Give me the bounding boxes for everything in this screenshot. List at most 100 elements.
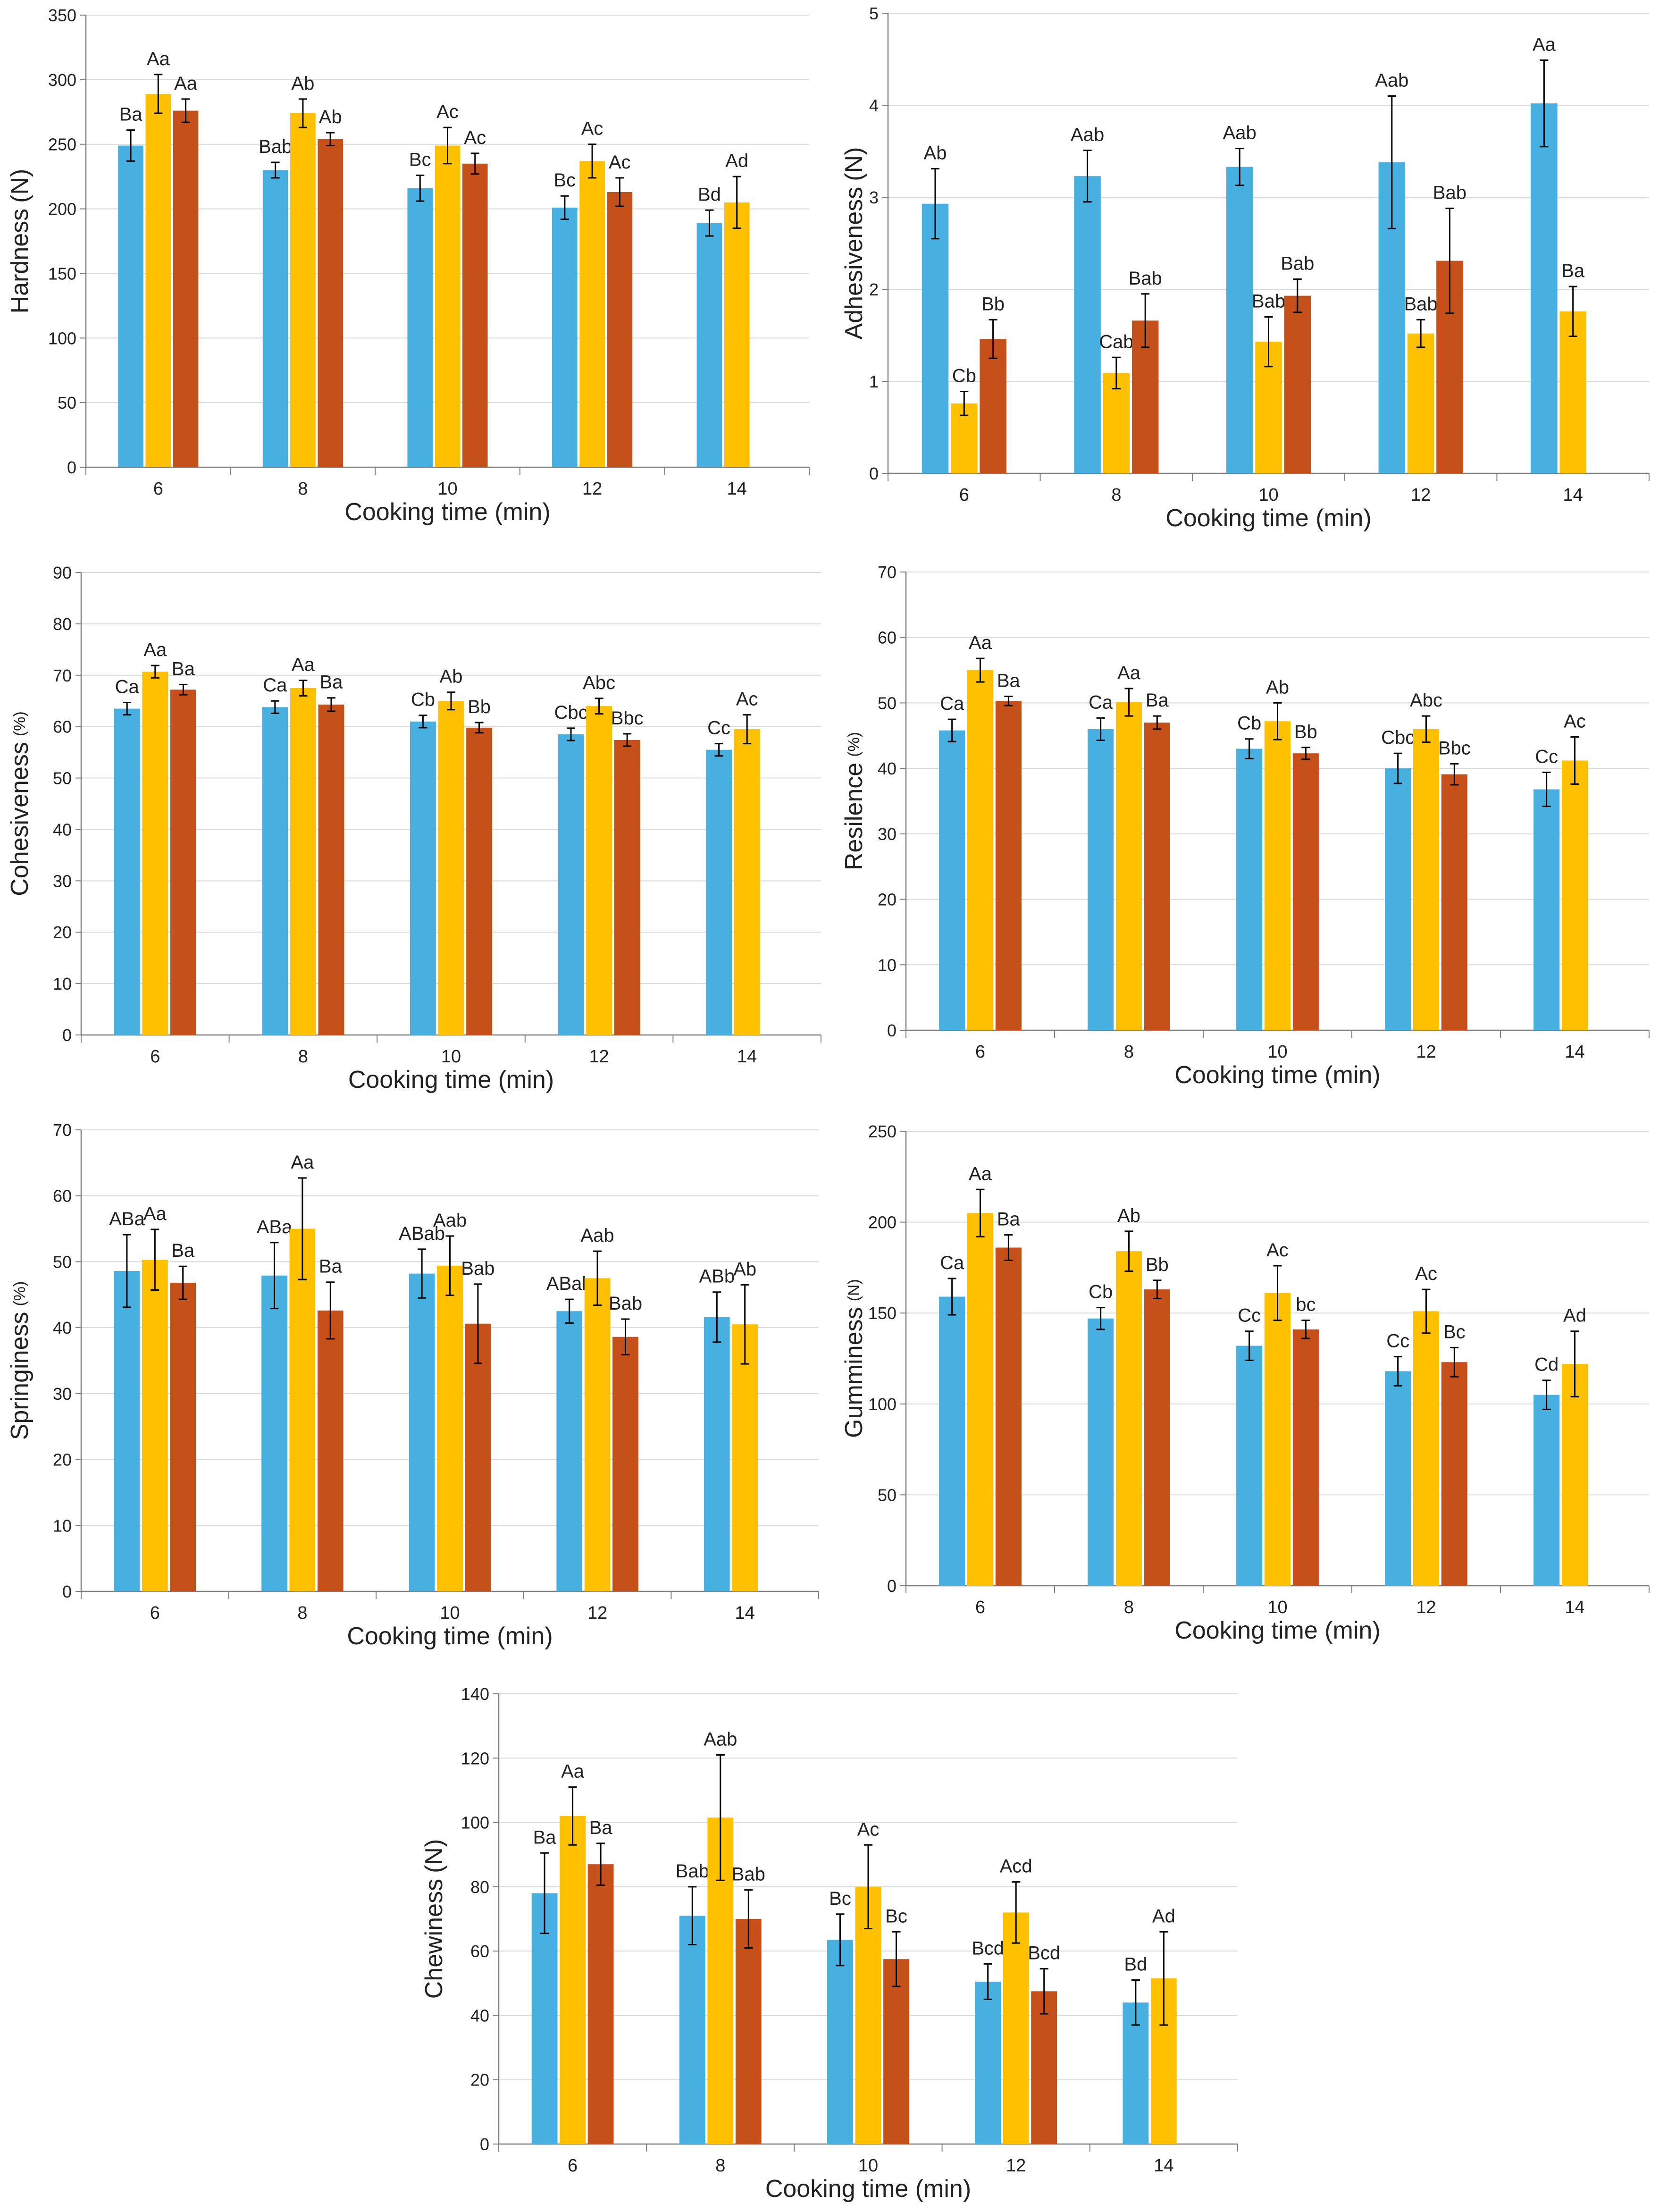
bar-series1: [1123, 2002, 1149, 2144]
significance-label: Ad: [1152, 1906, 1175, 1926]
bar-series1: [262, 707, 288, 1035]
significance-label: Aab: [704, 1729, 737, 1749]
y-tick-label: 80: [53, 614, 72, 634]
bar-series2: [1115, 702, 1142, 1030]
significance-label: Ab: [924, 143, 947, 164]
bar-series1: [118, 145, 143, 467]
y-tick-label: 4: [869, 96, 879, 115]
significance-label: Ac: [436, 101, 459, 122]
significance-label: Bc: [554, 170, 576, 191]
bar-series1: [696, 223, 722, 467]
y-tick-label: 250: [868, 1122, 897, 1141]
significance-label: Cd: [1534, 1354, 1558, 1375]
significance-label: Bc: [1443, 1321, 1466, 1342]
significance-label: Cc: [1238, 1305, 1261, 1326]
x-tick-label: 14: [1563, 485, 1583, 505]
y-tick-label: 40: [470, 2006, 489, 2025]
y-tick-label: 20: [470, 2070, 489, 2090]
significance-label: Bb: [1146, 1254, 1169, 1275]
bar-series2: [1561, 760, 1588, 1030]
x-tick-label: 10: [440, 1603, 460, 1623]
y-axis-label-unit: (N): [840, 147, 868, 181]
x-tick-label: 12: [1416, 1042, 1436, 1062]
bar-series2: [1413, 729, 1440, 1030]
y-tick-label: 30: [878, 824, 897, 844]
significance-label: Aa: [969, 632, 992, 653]
y-tick-label: 70: [53, 666, 72, 685]
y-tick-label: 60: [53, 717, 72, 737]
y-axis-label-main: Springiness: [6, 1312, 34, 1440]
bar-series1: [939, 730, 965, 1030]
x-tick-label: 12: [587, 1603, 607, 1623]
bar-series1: [556, 1311, 583, 1591]
y-tick-label: 100: [461, 1813, 489, 1833]
bar-series1: [704, 1317, 730, 1591]
bar-series3: [1441, 1362, 1467, 1586]
significance-label: Aa: [969, 1163, 992, 1184]
y-tick-label: 50: [53, 1252, 72, 1271]
bar-series2: [855, 1886, 881, 2144]
x-tick-label: 12: [1416, 1598, 1436, 1617]
significance-label: Aa: [174, 73, 198, 94]
bar-series3: [170, 690, 196, 1035]
bar-series3: [317, 1310, 344, 1591]
significance-label: Cab: [1099, 331, 1133, 352]
bar-series3: [587, 1864, 614, 2144]
y-tick-label: 60: [470, 1942, 489, 1961]
y-tick-label: 20: [53, 923, 72, 942]
significance-label: Ba: [1146, 690, 1169, 711]
x-tick-label: 12: [582, 479, 602, 499]
y-axis-label: Cohesiveness (%): [6, 711, 34, 896]
significance-label: Cbc: [554, 702, 587, 723]
x-tick-label: 10: [1267, 1042, 1287, 1062]
y-axis-label: Resilence (%): [840, 732, 868, 870]
significance-label: Cc: [707, 718, 730, 739]
significance-label: Bab: [676, 1861, 709, 1882]
bar-series3: [465, 1323, 491, 1591]
significance-label: ABb: [699, 1266, 735, 1287]
x-axis-label: Cooking time (min): [765, 2175, 971, 2203]
y-axis-label-main: Chewiness: [420, 1879, 448, 1999]
bar-series2: [724, 202, 750, 467]
significance-label: Aab: [433, 1210, 467, 1231]
bar-series1: [1226, 167, 1253, 473]
x-tick-label: 10: [437, 479, 457, 499]
significance-label: Ad: [1563, 1305, 1586, 1326]
significance-label: Aa: [1533, 34, 1556, 55]
bar-series2: [732, 1324, 758, 1591]
y-tick-label: 1: [869, 372, 879, 391]
significance-label: Bbc: [611, 708, 644, 729]
bar-series3: [466, 727, 493, 1035]
bar-series3: [318, 139, 343, 467]
y-tick-label: 80: [470, 1877, 489, 1897]
bar-series3: [1031, 1991, 1057, 2144]
bar-series1: [409, 1273, 435, 1591]
significance-label: Ba: [997, 671, 1021, 691]
y-tick-label: 10: [53, 1516, 72, 1535]
significance-label: Ca: [940, 693, 964, 714]
bar-series1: [410, 721, 436, 1035]
y-tick-label: 100: [48, 328, 76, 348]
significance-label: Bbc: [1438, 738, 1471, 758]
bar-series3: [1144, 723, 1170, 1030]
bar-series2: [579, 161, 605, 468]
significance-label: Ac: [1266, 1240, 1289, 1261]
significance-label: Aa: [561, 1761, 585, 1782]
y-tick-label: 10: [53, 974, 72, 993]
significance-label: Bd: [698, 184, 721, 205]
x-tick-label: 10: [441, 1047, 461, 1067]
significance-label: Ac: [464, 127, 486, 148]
x-tick-label: 8: [298, 479, 308, 499]
bar-series2: [142, 672, 168, 1035]
significance-label: Ab: [1117, 1205, 1140, 1226]
significance-label: Bab: [609, 1293, 642, 1314]
significance-label: Bc: [829, 1888, 851, 1909]
bar-series2: [1103, 373, 1130, 473]
significance-label: Bab: [1252, 291, 1285, 312]
x-axis-label: Cooking time (min): [344, 498, 550, 526]
chart-chewiness: 0 20 40 60 80 100 120 140 6 8 10 12 14 Cooking time (…: [420, 1684, 1238, 2203]
bar-series1: [1236, 749, 1263, 1030]
significance-label: Cb: [952, 365, 976, 386]
significance-label: Aa: [292, 655, 315, 675]
bar-series2: [289, 1228, 316, 1591]
